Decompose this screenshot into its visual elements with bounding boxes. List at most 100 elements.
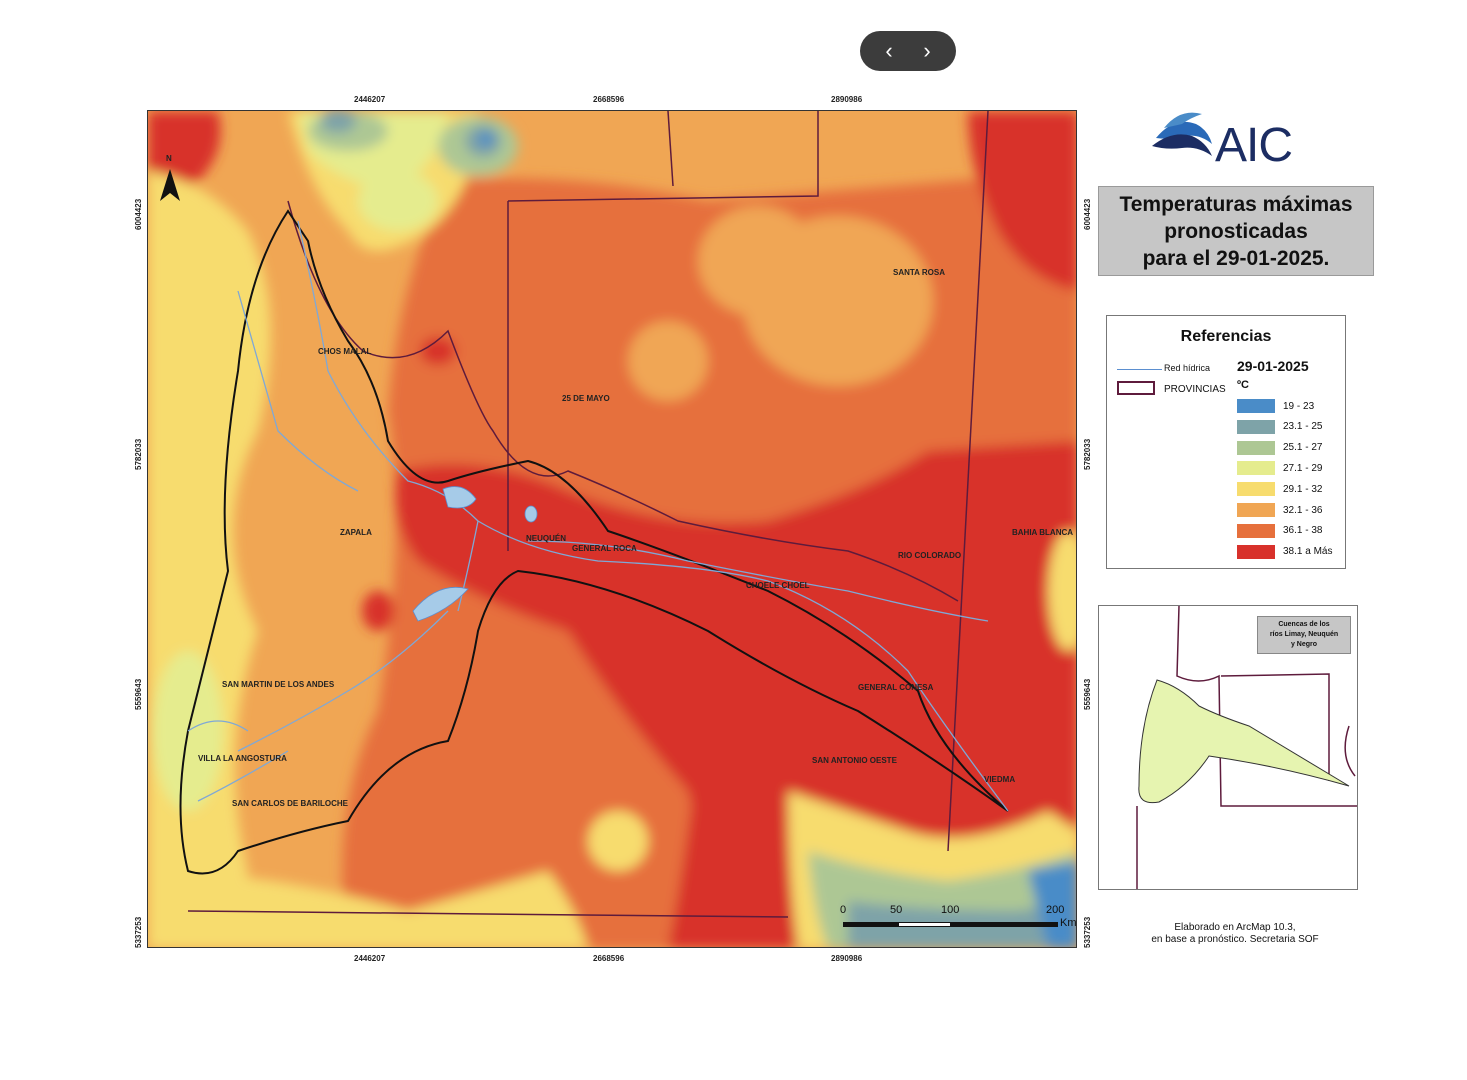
place-general-conesa: GENERAL CONESA bbox=[858, 683, 934, 692]
legend-class-swatch bbox=[1237, 523, 1275, 538]
place-labels: CHOS MALAL 25 DE MAYO SANTA ROSA ZAPALA … bbox=[198, 268, 1073, 808]
scale-segment-2 bbox=[898, 922, 951, 927]
north-arrow-icon: N bbox=[160, 154, 180, 201]
inset-title-line-3: y Negro bbox=[1290, 641, 1318, 648]
right-coord-1: 6004423 bbox=[1083, 198, 1092, 230]
place-villa-la-angostura: VILLA LA ANGOSTURA bbox=[198, 754, 287, 763]
left-coord-1: 6004423 bbox=[134, 198, 143, 230]
place-viedma: VIEDMA bbox=[984, 775, 1015, 784]
carousel-nav: ‹ › bbox=[860, 31, 956, 71]
province-symbol bbox=[1117, 381, 1155, 395]
title-line-1: Temperaturas máximas bbox=[1119, 192, 1353, 216]
bottom-coord-1: 2446207 bbox=[354, 954, 386, 963]
left-coord-3: 5559643 bbox=[134, 678, 143, 710]
lake-ramos-mexia bbox=[412, 586, 469, 622]
inset-map: Cuencas de los ríos Limay, Neuquén y Neg… bbox=[1098, 605, 1358, 890]
place-rio-colorado: RIO COLORADO bbox=[898, 551, 961, 560]
bottom-coord-3: 2890986 bbox=[831, 954, 863, 963]
legend: Referencias Red hídrica PROVINCIAS 29-01… bbox=[1106, 315, 1346, 569]
place-choele-choel: CHOELE CHOEL bbox=[746, 581, 810, 590]
legend-class-row: 19 - 23 bbox=[1237, 398, 1314, 414]
legend-class-row: 27.1 - 29 bbox=[1237, 460, 1322, 476]
inset-canvas bbox=[1136, 606, 1357, 889]
left-coord-2: 5782033 bbox=[134, 438, 143, 470]
river-label: Red hídrica bbox=[1164, 363, 1211, 373]
inset-title-line-1: Cuencas de los bbox=[1278, 621, 1330, 628]
right-coord-3: 5559643 bbox=[1083, 678, 1092, 710]
map-canvas: N CHOS MALAL 25 DE MAYO SANTA ROSA ZAPAL… bbox=[148, 111, 1076, 947]
previous-arrow-icon[interactable]: ‹ bbox=[885, 38, 893, 63]
scale-label-200: 200 bbox=[1046, 904, 1065, 916]
right-coord-2: 5782033 bbox=[1083, 438, 1092, 470]
legend-class-label: 36.1 - 38 bbox=[1283, 525, 1323, 537]
legend-class-swatch bbox=[1237, 399, 1275, 413]
title-line-2: pronosticadas bbox=[1164, 219, 1308, 243]
legend-class-row: 32.1 - 36 bbox=[1237, 502, 1322, 518]
inset-title-line-2: ríos Limay, Neuquén bbox=[1269, 631, 1339, 638]
legend-class-label: 38.1 a Más bbox=[1283, 546, 1333, 558]
legend-class-row: 25.1 - 27 bbox=[1237, 440, 1322, 456]
legend-class-swatch bbox=[1237, 419, 1275, 434]
legend-class-label: 29.1 - 32 bbox=[1283, 483, 1323, 495]
province-label: PROVINCIAS bbox=[1164, 384, 1226, 395]
legend-class-swatch bbox=[1237, 482, 1275, 497]
scale-label-100: 100 bbox=[941, 904, 960, 916]
place-santa-rosa: SANTA ROSA bbox=[893, 268, 945, 277]
credits-line-2: en base a pronóstico. Secretaria SOF bbox=[1151, 934, 1319, 945]
credits-line-1: Elaborado en ArcMap 10.3, bbox=[1174, 922, 1296, 933]
lake-pellegrini bbox=[442, 486, 477, 509]
scale-label-0: 0 bbox=[840, 904, 847, 916]
legend-class-row: 23.1 - 25 bbox=[1237, 419, 1322, 435]
scale-segment-3 bbox=[951, 922, 1058, 927]
next-arrow-icon[interactable]: › bbox=[923, 38, 931, 63]
temperature-map[interactable]: N CHOS MALAL 25 DE MAYO SANTA ROSA ZAPAL… bbox=[147, 110, 1077, 948]
scale-bar: 0 50 100 200 Km bbox=[840, 904, 1077, 934]
place-san-antonio-oeste: SAN ANTONIO OESTE bbox=[812, 756, 898, 765]
legend-class-row: 29.1 - 32 bbox=[1237, 481, 1322, 497]
north-label: N bbox=[166, 154, 172, 163]
place-general-roca: GENERAL ROCA bbox=[572, 544, 637, 553]
legend-class-swatch bbox=[1237, 440, 1275, 455]
bottom-coord-2: 2668596 bbox=[593, 954, 625, 963]
place-neuquen: NEUQUÉN bbox=[526, 534, 566, 543]
legend-class-swatch bbox=[1237, 461, 1275, 476]
temperature-zones bbox=[148, 111, 1076, 947]
left-coord-4: 5337253 bbox=[134, 916, 143, 948]
river-network bbox=[187, 220, 1009, 812]
legend-title: Referencias bbox=[1180, 328, 1272, 345]
place-zapala: ZAPALA bbox=[340, 528, 372, 537]
river-symbol bbox=[1117, 369, 1162, 370]
legend-class-row: 36.1 - 38 bbox=[1237, 523, 1322, 539]
place-25-de-mayo: 25 DE MAYO bbox=[562, 394, 610, 403]
place-chos-malal: CHOS MALAL bbox=[318, 347, 371, 356]
title-line-3: para el 29-01-2025. bbox=[1142, 246, 1330, 270]
scale-segment-1 bbox=[843, 922, 898, 927]
province-boundaries bbox=[187, 111, 989, 918]
legend-class-swatch bbox=[1237, 544, 1275, 559]
inset-title: Cuencas de los ríos Limay, Neuquén y Neg… bbox=[1257, 616, 1351, 654]
aic-logo-text: AIC bbox=[1215, 119, 1293, 172]
lake-mari-menuco bbox=[524, 505, 538, 523]
place-bariloche: SAN CARLOS DE BARILOCHE bbox=[232, 799, 349, 808]
scale-label-50: 50 bbox=[890, 904, 903, 916]
place-san-martin: SAN MARTIN DE LOS ANDES bbox=[222, 680, 335, 689]
legend-unit: ºC bbox=[1237, 379, 1249, 391]
top-coord-2: 2668596 bbox=[593, 95, 625, 104]
right-coord-4: 5337253 bbox=[1083, 916, 1092, 948]
legend-class-label: 27.1 - 29 bbox=[1283, 462, 1323, 474]
top-coord-1: 2446207 bbox=[354, 95, 386, 104]
place-bahia-blanca: BAHIA BLANCA bbox=[1012, 528, 1073, 537]
credits: Elaborado en ArcMap 10.3, en base a pron… bbox=[1140, 922, 1330, 946]
legend-class-label: 23.1 - 25 bbox=[1283, 421, 1323, 433]
inset-basin bbox=[1138, 679, 1350, 804]
scale-unit: Km bbox=[1060, 917, 1077, 929]
map-title: Temperaturas máximas pronosticadas para … bbox=[1098, 186, 1374, 276]
legend-date: 29-01-2025 bbox=[1237, 358, 1309, 374]
legend-class-row: 38.1 a Más bbox=[1237, 544, 1332, 560]
aic-logo-icon bbox=[1152, 112, 1212, 156]
legend-class-label: 19 - 23 bbox=[1283, 400, 1315, 412]
legend-class-swatch bbox=[1237, 503, 1275, 517]
top-coord-3: 2890986 bbox=[831, 95, 863, 104]
legend-class-label: 32.1 - 36 bbox=[1283, 504, 1323, 516]
legend-class-label: 25.1 - 27 bbox=[1283, 442, 1323, 454]
